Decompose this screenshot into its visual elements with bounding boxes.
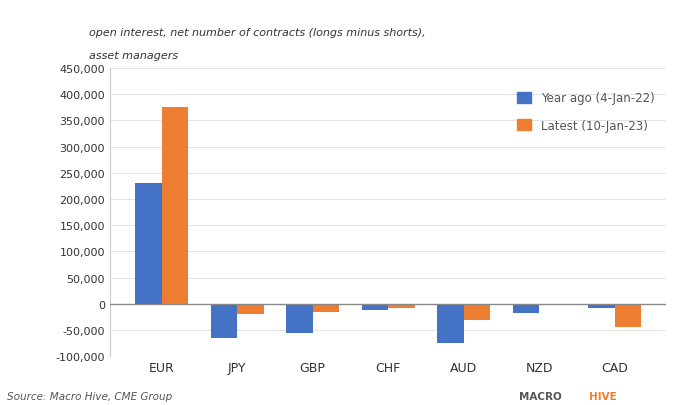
Text: asset managers: asset managers [89,51,179,61]
Bar [161,108,188,304]
Text: open interest, net number of contracts (longs minus shorts),: open interest, net number of contracts (… [89,28,426,38]
Bar [513,304,539,313]
Bar [211,304,237,338]
Legend: Year ago (4-Jan-22), Latest (10-Jan-23): Year ago (4-Jan-22), Latest (10-Jan-23) [511,86,660,138]
Bar [313,304,339,312]
Bar [539,304,565,306]
Bar [286,304,313,333]
Bar [237,304,264,315]
Bar [362,304,388,310]
Bar [588,304,615,308]
Text: MACRO: MACRO [519,391,561,401]
Text: HIVE: HIVE [589,391,616,401]
Text: Source: Macro Hive, CME Group: Source: Macro Hive, CME Group [7,391,172,401]
Bar [615,304,641,328]
Bar [388,304,414,308]
Bar [135,184,161,304]
Bar [464,304,490,320]
Bar [437,304,464,343]
